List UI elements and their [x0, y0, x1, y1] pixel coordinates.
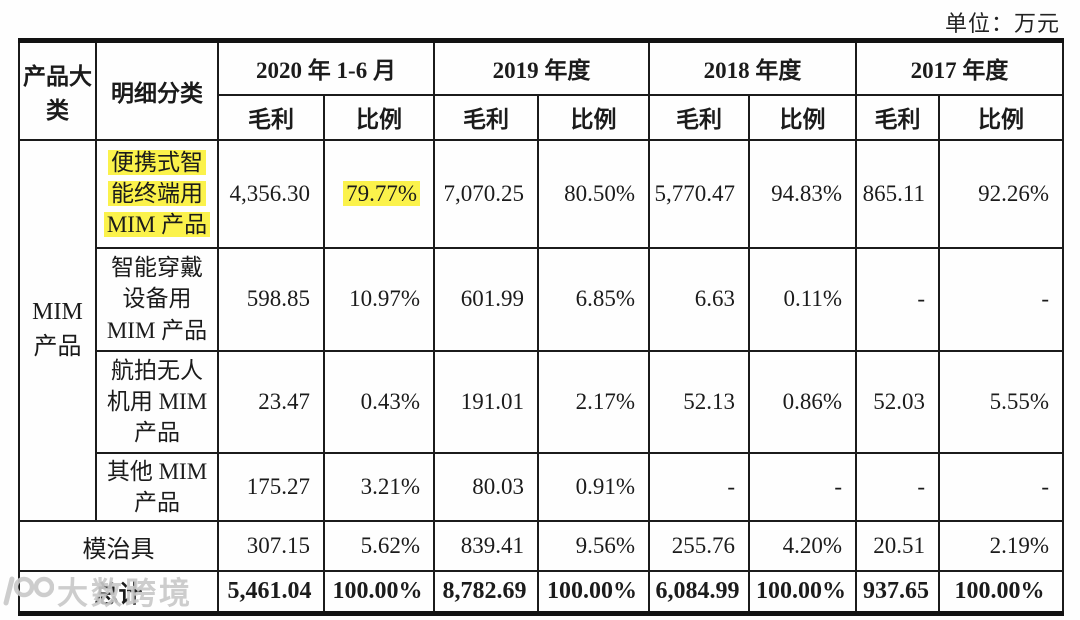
value-cell: 865.11 [855, 138, 941, 249]
highlighted-value: 79.77% [343, 180, 421, 206]
value-cell: 20.51 [855, 520, 941, 573]
value-cell: 92.26% [938, 138, 1065, 249]
table-row-total: 总计 5,461.04 100.00% 8,782.69 100.00% 6,0… [18, 570, 1065, 615]
row-label-portable-mim: 便携式智能终端用MIM 产品 [95, 138, 219, 249]
value-cell: - [855, 246, 941, 352]
value-cell: 255.76 [648, 520, 751, 573]
value-cell: 6.63 [648, 246, 751, 352]
table-row-molds: 模治具 307.15 5.62% 839.41 9.56% 255.76 4.2… [18, 520, 1065, 573]
value-cell: - [938, 451, 1065, 523]
header-ratio-2018: 比例 [748, 93, 858, 141]
total-value-cell: 100.00% [938, 570, 1065, 615]
total-value-cell: 8,782.69 [433, 570, 540, 615]
value-cell: 23.47 [217, 349, 325, 454]
total-value-cell: 937.65 [855, 570, 941, 615]
header-period-2020h1: 2020 年 1-6 月 [216, 39, 436, 96]
header-gross-2018: 毛利 [648, 93, 751, 141]
highlighted-label: 便携式智能终端用MIM 产品 [103, 149, 211, 238]
row-label-total: 总计 [18, 570, 219, 615]
total-value-cell: 100.00% [537, 570, 651, 615]
value-cell: 4.20% [748, 520, 858, 573]
row-label-other-mim: 其他 MIM 产品 [95, 451, 219, 523]
header-period-2018: 2018 年度 [648, 39, 858, 96]
total-value-cell: 5,461.04 [217, 570, 325, 615]
total-value-cell: 100.00% [322, 570, 436, 615]
header-gross-2020h1: 毛利 [217, 93, 325, 141]
group-label-mim-products: MIM 产品 [18, 138, 97, 523]
total-value-cell: 6,084.99 [648, 570, 751, 615]
value-cell: 0.86% [748, 349, 858, 454]
header-ratio-2017: 比例 [938, 93, 1065, 141]
header-row-metrics: 毛利 比例 毛利 比例 毛利 比例 毛利 比例 [19, 93, 1065, 141]
table-row-wearable-mim: 智能穿戴设备用 MIM 产品 598.85 10.97% 601.99 6.85… [19, 246, 1065, 352]
value-cell: 5.55% [938, 349, 1065, 454]
value-cell: 7,070.25 [433, 138, 540, 249]
value-cell: 6.85% [537, 246, 651, 352]
header-product-category: 产品大类 [18, 39, 97, 141]
total-value-cell: 100.00% [748, 570, 858, 615]
value-cell: 5,770.47 [648, 138, 751, 249]
unit-label: 单位：万元 [944, 11, 1060, 36]
header-row-periods: 产品大类 明细分类 2020 年 1-6 月 2019 年度 2018 年度 2… [18, 39, 1065, 141]
value-cell: - [938, 246, 1065, 352]
value-cell: - [748, 451, 858, 523]
table-row-drone-mim: 航拍无人机用 MIM 产品 23.47 0.43% 191.01 2.17% 5… [19, 349, 1065, 454]
gross-profit-table: 产品大类 明细分类 2020 年 1-6 月 2019 年度 2018 年度 2… [18, 38, 1065, 616]
value-cell: 0.11% [748, 246, 858, 352]
header-gross-2019: 毛利 [433, 93, 540, 141]
value-cell: 4,356.30 [217, 138, 325, 249]
value-cell: 9.56% [537, 520, 651, 573]
value-cell: 94.83% [748, 138, 858, 249]
value-cell: 0.43% [322, 349, 436, 454]
header-ratio-2019: 比例 [537, 93, 651, 141]
header-detail-category: 明细分类 [95, 39, 219, 141]
header-gross-2017: 毛利 [855, 93, 941, 141]
row-label-wearable-mim: 智能穿戴设备用 MIM 产品 [95, 246, 219, 352]
header-ratio-2020h1: 比例 [322, 93, 436, 141]
value-cell: 5.62% [322, 520, 436, 573]
row-label-drone-mim: 航拍无人机用 MIM 产品 [95, 349, 219, 454]
value-cell: 3.21% [322, 451, 436, 523]
header-period-2017: 2017 年度 [855, 39, 1065, 96]
value-cell: 601.99 [433, 246, 540, 352]
value-cell: 598.85 [217, 246, 325, 352]
row-label-molds: 模治具 [18, 520, 219, 573]
value-cell: 80.50% [537, 138, 651, 249]
table-row-portable-mim: MIM 产品 便携式智能终端用MIM 产品 4,356.30 79.77% 7,… [18, 138, 1065, 523]
value-cell: 52.13 [648, 349, 751, 454]
header-period-2019: 2019 年度 [433, 39, 651, 96]
value-cell: - [855, 451, 941, 523]
value-cell: 191.01 [433, 349, 540, 454]
value-cell: 0.91% [537, 451, 651, 523]
value-cell: 79.77% [322, 138, 436, 249]
value-cell: 2.19% [938, 520, 1065, 573]
value-cell: 80.03 [433, 451, 540, 523]
value-cell: 307.15 [217, 520, 325, 573]
value-cell: 10.97% [322, 246, 436, 352]
value-cell: 2.17% [537, 349, 651, 454]
value-cell: - [648, 451, 751, 523]
value-cell: 839.41 [433, 520, 540, 573]
value-cell: 52.03 [855, 349, 941, 454]
table-row-other-mim: 其他 MIM 产品 175.27 3.21% 80.03 0.91% - - -… [19, 451, 1065, 523]
value-cell: 175.27 [217, 451, 325, 523]
